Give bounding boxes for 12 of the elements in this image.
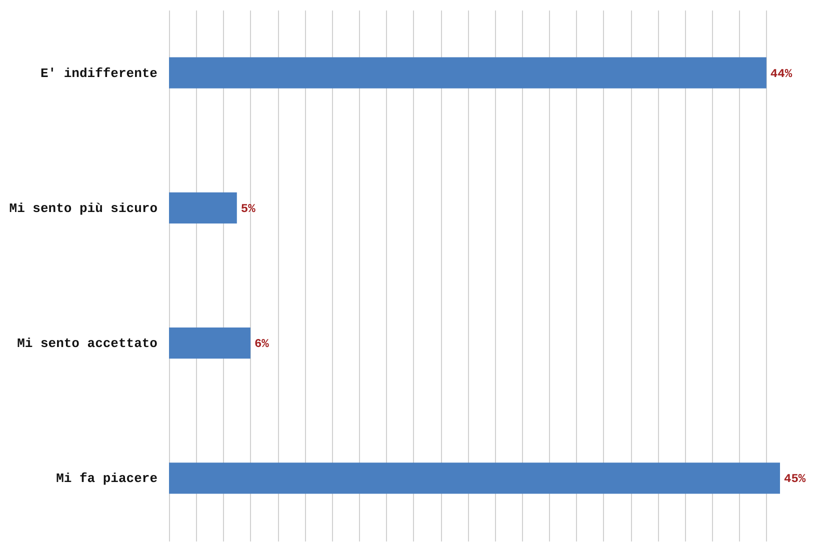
data-label: 5% bbox=[240, 202, 256, 216]
bar bbox=[169, 328, 250, 359]
data-label: 44% bbox=[770, 66, 793, 81]
y-tick-label: Mi fa piacere bbox=[56, 471, 158, 486]
y-tick-label: Mi sento accettato bbox=[17, 336, 158, 352]
y-tick-label: E' indifferente bbox=[40, 66, 158, 81]
data-label: 45% bbox=[784, 472, 806, 486]
data-label: 6% bbox=[254, 337, 270, 352]
bar bbox=[169, 57, 766, 88]
bar bbox=[169, 462, 780, 494]
y-tick-label: Mi sento più sicuro bbox=[9, 200, 158, 216]
bar bbox=[169, 192, 237, 224]
